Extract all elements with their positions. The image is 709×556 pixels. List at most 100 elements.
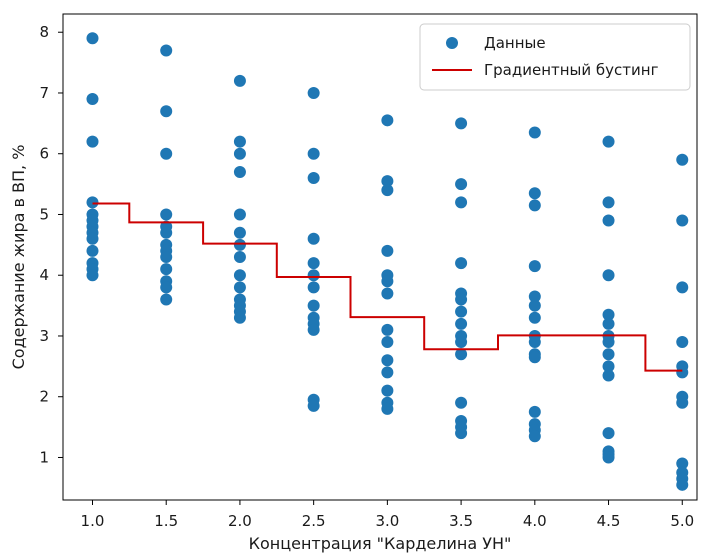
y-tick-label: 4	[39, 266, 49, 284]
legend-box	[419, 23, 691, 91]
data-point	[455, 336, 468, 349]
plot-area	[62, 13, 698, 501]
data-point	[381, 175, 394, 188]
data-point	[676, 336, 689, 349]
data-point	[381, 275, 394, 288]
data-point	[381, 366, 394, 379]
data-point	[307, 299, 320, 312]
data-point	[676, 478, 689, 491]
data-point	[602, 360, 615, 373]
data-point	[602, 348, 615, 361]
x-tick-label: 4.5	[597, 512, 621, 530]
data-point	[528, 336, 541, 349]
data-point	[307, 281, 320, 294]
data-point	[381, 384, 394, 397]
y-tick-label: 2	[39, 388, 49, 406]
data-point	[381, 287, 394, 300]
data-point	[528, 187, 541, 200]
y-tick-label: 5	[39, 205, 49, 223]
data-point	[455, 396, 468, 409]
data-point	[602, 336, 615, 349]
data-point	[528, 260, 541, 273]
data-point	[86, 135, 99, 148]
data-point	[307, 257, 320, 270]
data-point	[307, 323, 320, 336]
data-point	[455, 196, 468, 209]
model-line-layer	[92, 202, 683, 372]
x-tick-label: 2.5	[302, 512, 326, 530]
x-axis: 1.0 1.5 2.0 2.5 3.0 3.5 4.0 4.5 5.0	[81, 500, 694, 530]
data-point	[455, 317, 468, 330]
data-point	[528, 290, 541, 303]
x-axis-label: Концентрация "Карделина УН"	[249, 534, 512, 553]
data-point	[160, 105, 173, 118]
data-point	[86, 232, 99, 245]
data-point	[602, 451, 615, 464]
legend-label-data: Данные	[484, 34, 546, 52]
data-point	[160, 147, 173, 160]
data-point	[160, 281, 173, 294]
data-point	[233, 208, 246, 221]
legend-label-model: Градиентный бустинг	[484, 61, 659, 79]
data-point	[160, 208, 173, 221]
data-point	[160, 293, 173, 306]
data-point	[455, 348, 468, 361]
data-point	[528, 405, 541, 418]
data-point	[86, 244, 99, 257]
data-point	[676, 153, 689, 166]
data-point	[86, 196, 99, 209]
data-point	[233, 165, 246, 178]
x-tick-label: 5.0	[670, 512, 694, 530]
data-point	[381, 323, 394, 336]
data-point	[160, 44, 173, 57]
x-tick-label: 1.0	[81, 512, 105, 530]
y-tick-label: 6	[39, 145, 49, 163]
data-point	[160, 226, 173, 239]
data-point	[381, 114, 394, 127]
data-point	[676, 214, 689, 227]
data-point	[86, 32, 99, 45]
y-tick-label: 1	[39, 448, 49, 466]
gradient-boosting-line	[92, 202, 683, 372]
legend: Данные Градиентный бустинг	[419, 23, 691, 91]
data-point	[233, 135, 246, 148]
data-point	[86, 269, 99, 282]
data-point	[233, 147, 246, 160]
y-axis-label: Содержание жира в ВП, %	[9, 145, 28, 370]
y-axis: 1 2 3 4 5 6 7 8	[39, 23, 63, 466]
data-point	[233, 226, 246, 239]
data-point	[233, 269, 246, 282]
data-point	[676, 396, 689, 409]
data-point	[455, 178, 468, 191]
data-point	[602, 369, 615, 382]
data-point	[307, 399, 320, 412]
data-point	[528, 299, 541, 312]
data-point	[528, 126, 541, 139]
y-tick-label: 8	[39, 23, 49, 41]
data-point	[381, 402, 394, 415]
x-tick-label: 2.0	[228, 512, 252, 530]
data-point	[602, 214, 615, 227]
data-point	[455, 257, 468, 270]
data-point	[233, 281, 246, 294]
data-point	[307, 269, 320, 282]
data-point	[676, 457, 689, 470]
data-point	[528, 430, 541, 443]
data-point	[602, 196, 615, 209]
data-point	[307, 86, 320, 99]
data-point	[381, 336, 394, 349]
data-point	[233, 74, 246, 87]
data-point	[233, 238, 246, 251]
data-point	[528, 351, 541, 364]
data-point	[602, 135, 615, 148]
data-point	[455, 117, 468, 130]
data-point	[602, 317, 615, 330]
data-point	[455, 427, 468, 440]
axes-frame	[62, 13, 698, 501]
x-tick-label: 3.5	[449, 512, 473, 530]
data-points	[86, 32, 689, 491]
data-point	[528, 311, 541, 324]
y-tick-label: 7	[39, 84, 49, 102]
data-point	[307, 232, 320, 245]
